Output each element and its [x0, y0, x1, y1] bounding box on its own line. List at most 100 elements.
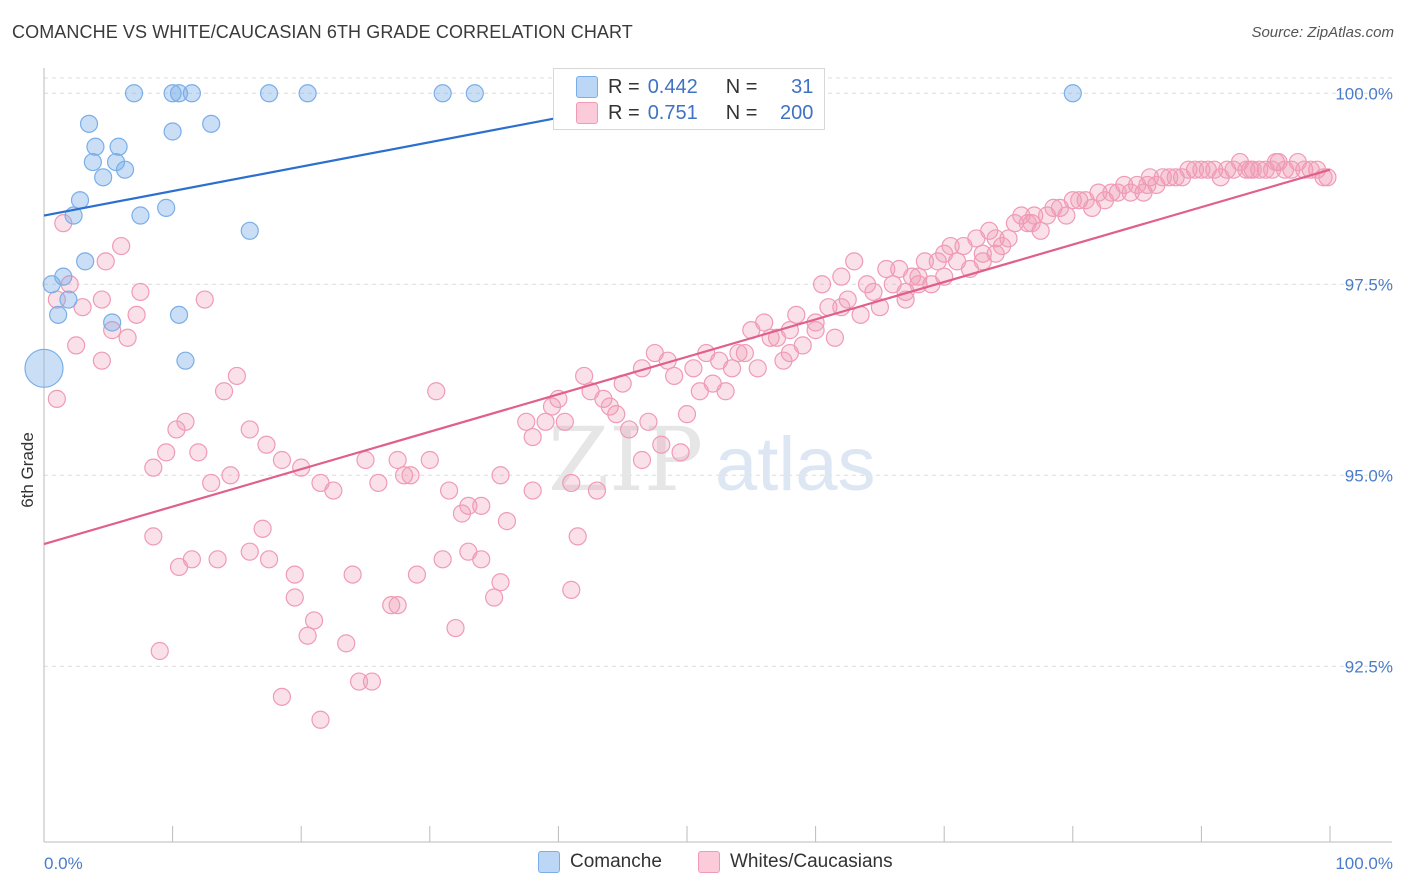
whites-point [459, 496, 478, 515]
comanche-legend-label: Comanche [570, 851, 662, 872]
whites-point [992, 236, 1012, 256]
legend-item-comanche[interactable]: Comanche [538, 851, 662, 873]
whites-point [845, 252, 864, 271]
whites-point [1022, 214, 1041, 233]
whites-point [1012, 206, 1031, 225]
comanche-point [59, 290, 78, 309]
whites-point [825, 328, 844, 347]
whites-point [620, 420, 639, 439]
comanche-n-value: 31 [791, 75, 814, 98]
comanche-point [49, 305, 68, 324]
whites-point [73, 298, 92, 317]
whites-point [1044, 198, 1063, 217]
whites-point [195, 290, 214, 309]
comanche-point [169, 305, 189, 324]
whites-point [1089, 183, 1108, 202]
comanche-point-large [24, 348, 64, 388]
comanche-point [202, 114, 221, 133]
whites-point [1224, 160, 1243, 179]
whites-point [1115, 175, 1134, 195]
whites-point [1318, 168, 1337, 187]
whites-point [459, 542, 478, 561]
whites-point [652, 435, 671, 454]
whites-point [536, 412, 555, 431]
x-tick-label: 100.0% [1335, 854, 1393, 873]
whites-point [812, 275, 832, 294]
whites-point [369, 473, 388, 493]
whites-point [1185, 160, 1205, 179]
whites-point [665, 366, 684, 386]
comanche-point [157, 198, 176, 217]
whites-point [427, 382, 446, 401]
whites-point [446, 618, 465, 638]
whites-point [710, 351, 729, 370]
whites-point [684, 359, 703, 378]
n-label: N = [725, 101, 758, 124]
comanche-r-value: 0.442 [647, 75, 698, 98]
whites-point [562, 580, 581, 599]
comanche-point [176, 351, 195, 370]
legend-row-whites: R = 0.751 N = 200 [576, 100, 813, 126]
comanche-point [76, 252, 95, 271]
whites-point [587, 481, 607, 500]
whites-point [774, 351, 793, 370]
whites-point [67, 336, 86, 355]
whites-point [568, 527, 587, 546]
whites-point [1153, 168, 1172, 187]
whites-point [1121, 183, 1140, 202]
whites-point [716, 382, 735, 401]
whites-point [857, 275, 877, 294]
comanche-point [1063, 84, 1082, 103]
whites-point [915, 252, 935, 271]
whites-point [735, 343, 754, 363]
whites-point [388, 596, 407, 615]
whites-point [240, 420, 259, 439]
comanche-point [298, 84, 317, 103]
y-tick-label: 100.0% [1335, 84, 1393, 103]
whites-point [1108, 183, 1127, 202]
comanche-point [83, 152, 102, 172]
comanche-legend-swatch [538, 851, 560, 873]
whites-point [1266, 152, 1286, 172]
chart-title: COMANCHE VS WHITE/CAUCASIAN 6TH GRADE CO… [12, 22, 633, 42]
comanche-point [465, 84, 484, 103]
whites-point [1138, 175, 1157, 195]
whites-point [452, 504, 472, 523]
whites-point [420, 450, 439, 470]
comanche-point [433, 84, 452, 103]
whites-point [600, 397, 619, 416]
whites-point [986, 229, 1005, 248]
whites-point [272, 450, 292, 470]
whites-point [980, 221, 999, 240]
whites-point [986, 244, 1005, 263]
whites-point [439, 481, 459, 500]
whites-point [298, 626, 317, 645]
whites-point [896, 282, 915, 302]
legend-item-whites[interactable]: Whites/Caucasians [698, 851, 893, 873]
whites-point [144, 527, 163, 546]
whites-legend-swatch [698, 851, 720, 873]
whites-point [214, 382, 234, 401]
whites-point [1241, 160, 1260, 179]
y-tick-label: 92.5% [1345, 657, 1393, 676]
whites-point [227, 366, 246, 386]
tick-labels: 92.5% 95.0% 97.5% 100.0% 0.0% 100.0% [44, 84, 1393, 873]
comanche-point [131, 206, 150, 225]
comanche-point [182, 84, 201, 103]
whites-trend-line [43, 168, 1331, 546]
comanche-point [79, 114, 99, 133]
comanche-point [103, 313, 122, 332]
whites-point [497, 512, 517, 531]
whites-point [755, 313, 774, 332]
comanche-point [109, 137, 128, 156]
y-axis-label: 6th Grade [18, 432, 37, 508]
whites-point [285, 588, 304, 607]
whites-point [806, 321, 825, 340]
whites-point [349, 672, 369, 691]
whites-point [144, 458, 163, 477]
whites-point [1192, 160, 1211, 179]
whites-swatch [576, 102, 598, 124]
whites-point [1179, 160, 1198, 179]
axes [43, 68, 1392, 843]
whites-point [60, 275, 79, 294]
